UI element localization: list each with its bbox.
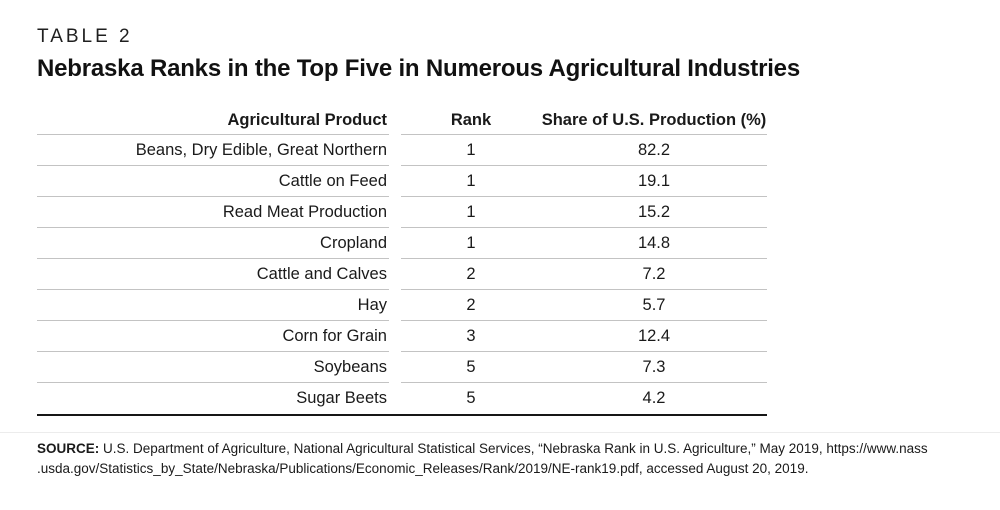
row-right-group: 3 12.4 <box>401 321 767 352</box>
row-right-group: 5 4.2 <box>401 383 767 414</box>
data-table: Agricultural Product Rank Share of U.S. … <box>37 107 767 416</box>
cell-rank: 5 <box>466 357 476 376</box>
table-body: Beans, Dry Edible, Great Northern 1 82.2… <box>37 135 767 414</box>
cell-product: Beans, Dry Edible, Great Northern <box>37 135 389 166</box>
cell-share: 4.2 <box>642 389 666 407</box>
cell-share: 15.2 <box>637 202 671 221</box>
source-line-1: SOURCE: U.S. Department of Agriculture, … <box>37 439 965 459</box>
column-gap <box>389 352 401 383</box>
table-row: Cattle on Feed 1 19.1 <box>37 166 767 197</box>
table-number-label: TABLE 2 <box>37 26 133 47</box>
header-right-group: Rank Share of U.S. Production (%) <box>401 107 767 135</box>
cell-product: Cattle and Calves <box>37 259 389 290</box>
column-gap <box>389 135 401 166</box>
row-right-group: 1 19.1 <box>401 166 767 197</box>
cell-product: Cattle on Feed <box>37 166 389 197</box>
column-gap <box>389 290 401 321</box>
cell-share: 7.2 <box>642 264 666 283</box>
cell-share: 14.8 <box>637 233 671 252</box>
table-row: Cropland 1 14.8 <box>37 228 767 259</box>
cell-rank: 5 <box>466 389 476 407</box>
table-row: Soybeans 5 7.3 <box>37 352 767 383</box>
cell-product: Sugar Beets <box>296 389 387 407</box>
cell-rank: 2 <box>466 264 476 283</box>
column-gap <box>389 383 401 414</box>
column-header-product: Agricultural Product <box>37 107 389 135</box>
column-header-share: Share of U.S. Production (%) <box>541 111 767 129</box>
source-note: SOURCE: U.S. Department of Agriculture, … <box>37 439 965 479</box>
cell-rank: 1 <box>466 233 476 252</box>
table-row: Beans, Dry Edible, Great Northern 1 82.2 <box>37 135 767 166</box>
column-gap <box>389 107 401 135</box>
cell-rank: 1 <box>466 202 476 221</box>
source-line-1-text: U.S. Department of Agriculture, National… <box>103 441 928 456</box>
column-gap <box>389 321 401 352</box>
row-right-group: 2 7.2 <box>401 259 767 290</box>
column-header-rank: Rank <box>450 111 492 129</box>
table-header-row: Agricultural Product Rank Share of U.S. … <box>37 107 767 135</box>
table-row: Sugar Beets 5 4.2 <box>37 383 767 414</box>
table-row: Cattle and Calves 2 7.2 <box>37 259 767 290</box>
cell-product: Soybeans <box>37 352 389 383</box>
row-right-group: 1 82.2 <box>401 135 767 166</box>
source-label: SOURCE: <box>37 441 100 456</box>
cell-product: Corn for Grain <box>37 321 389 352</box>
column-gap <box>389 166 401 197</box>
table-title: Nebraska Ranks in the Top Five in Numero… <box>37 55 800 82</box>
cell-rank: 1 <box>466 140 476 159</box>
table-row: Read Meat Production 1 15.2 <box>37 197 767 228</box>
cell-share: 82.2 <box>637 140 671 159</box>
column-gap <box>389 228 401 259</box>
row-right-group: 1 15.2 <box>401 197 767 228</box>
report-page: TABLE 2 Nebraska Ranks in the Top Five i… <box>37 26 965 479</box>
table-row: Corn for Grain 3 12.4 <box>37 321 767 352</box>
row-right-group: 5 7.3 <box>401 352 767 383</box>
row-right-group: 1 14.8 <box>401 228 767 259</box>
table-row: Hay 2 5.7 <box>37 290 767 321</box>
column-gap <box>389 259 401 290</box>
cell-product: Cropland <box>37 228 389 259</box>
cell-share: 7.3 <box>642 357 666 376</box>
row-right-group: 2 5.7 <box>401 290 767 321</box>
cell-product: Read Meat Production <box>37 197 389 228</box>
cell-rank: 2 <box>466 295 476 314</box>
section-divider <box>0 432 1000 433</box>
cell-share: 5.7 <box>642 295 666 314</box>
cell-rank: 1 <box>466 171 476 190</box>
cell-share: 19.1 <box>637 171 671 190</box>
cell-share: 12.4 <box>637 326 671 345</box>
source-line-2: .usda.gov/Statistics_by_State/Nebraska/P… <box>37 461 809 476</box>
column-gap <box>389 197 401 228</box>
cell-rank: 3 <box>466 326 476 345</box>
cell-product: Hay <box>37 290 389 321</box>
